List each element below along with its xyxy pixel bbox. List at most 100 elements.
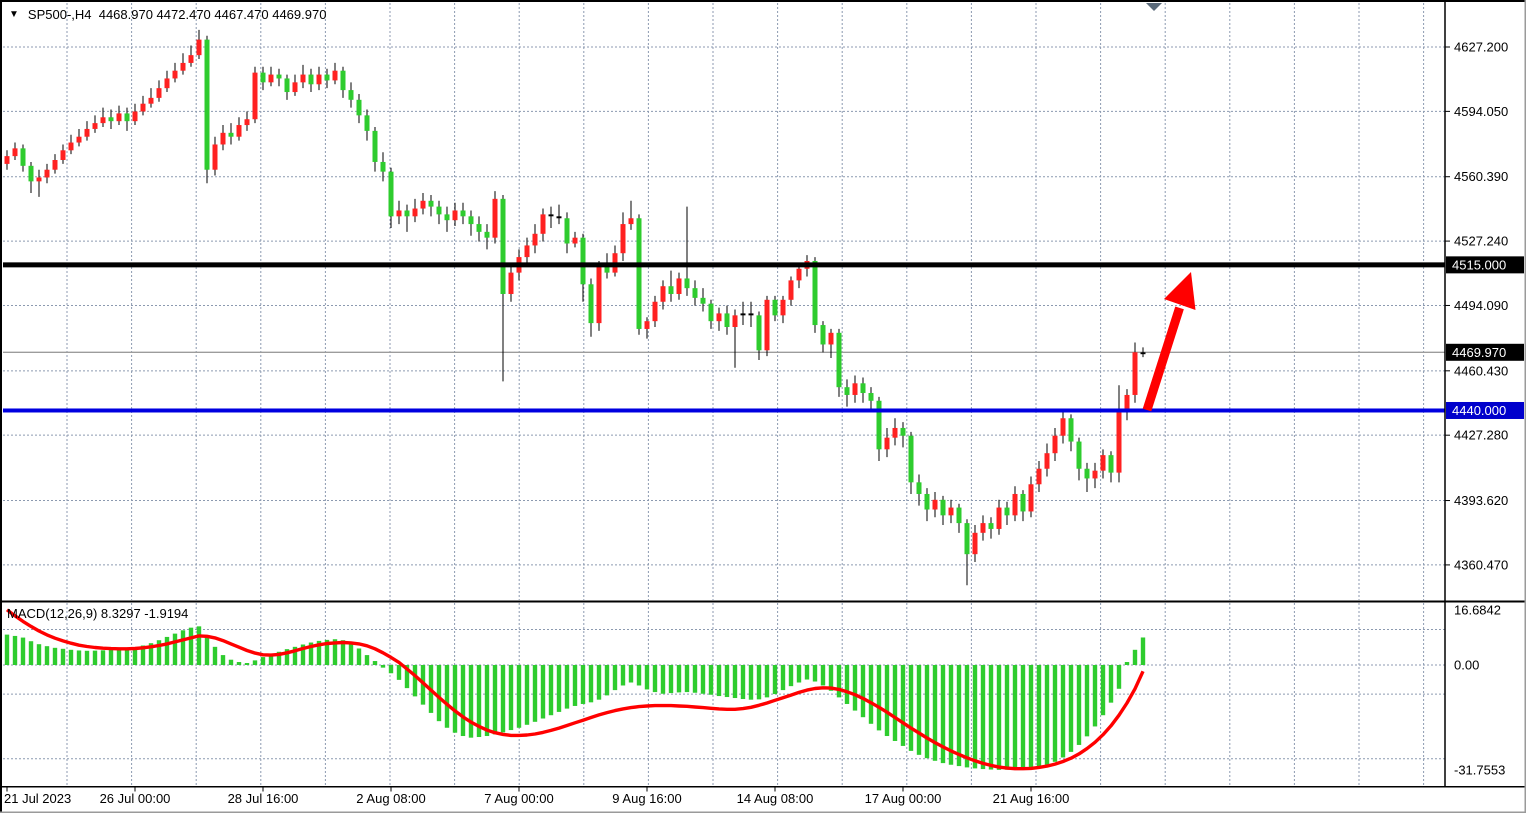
candle-body (44, 169, 50, 178)
macd-histogram-bar (588, 665, 594, 703)
candle (348, 82, 354, 108)
current-price-tag-bg (1446, 343, 1524, 361)
candle (484, 224, 490, 250)
candle-body (396, 210, 402, 217)
macd-histogram-bar (812, 665, 818, 682)
support-line-4440[interactable] (3, 408, 1445, 413)
candle-body (828, 332, 834, 345)
candle-body (196, 39, 202, 56)
macd-histogram-bar (772, 665, 778, 695)
resistance-line-4515[interactable] (3, 262, 1445, 268)
candle-body (604, 266, 610, 273)
candle-body (260, 72, 266, 83)
price-axis-label: 4527.240 (1454, 234, 1508, 249)
price-axis-label: 4393.620 (1454, 493, 1508, 508)
candle (84, 121, 90, 141)
macd-histogram-bar (36, 644, 42, 665)
resistance-tag: 4515.000 (1446, 256, 1524, 274)
support-tag: 4440.000 (1446, 401, 1524, 419)
candle-body (836, 332, 842, 388)
symbol-dropdown-icon[interactable]: ▼ (9, 8, 19, 20)
candle (972, 525, 978, 562)
candle-body (820, 325, 826, 345)
candle (940, 495, 946, 526)
time-axis-label: 14 Aug 08:00 (737, 791, 814, 806)
candle-body (1052, 435, 1058, 454)
candle (316, 66, 322, 91)
candle (500, 194, 506, 382)
macd-histogram-bar (852, 665, 858, 711)
macd-histogram-bar (452, 665, 458, 733)
macd-histogram-bar (260, 657, 266, 665)
candle (476, 216, 482, 242)
macd-histogram-bar (380, 665, 386, 668)
chart-title: SP500-,H4 4468.970 4472.470 4467.470 446… (27, 7, 327, 22)
macd-histogram-bar (84, 650, 90, 665)
candle-body (924, 493, 930, 510)
macd-histogram-bar (300, 644, 306, 665)
macd-histogram-bar (308, 642, 314, 665)
candle (668, 270, 674, 302)
candle (1004, 501, 1010, 526)
candle-body (252, 72, 258, 120)
price-axis-label: 4627.200 (1454, 40, 1508, 55)
macd-histogram-bar (148, 643, 154, 665)
candle (1020, 490, 1026, 522)
candle (700, 288, 706, 312)
candle-body (372, 130, 378, 162)
candle (124, 107, 130, 131)
price-axis-label: 4427.280 (1454, 428, 1508, 443)
candle (1140, 347, 1146, 358)
candle-body (1116, 412, 1122, 473)
macd-histogram-bar (404, 665, 410, 689)
candle-body (988, 523, 994, 529)
macd-histogram-bar (1060, 665, 1066, 758)
macd-histogram-bar (92, 650, 98, 665)
macd-histogram-bar (20, 637, 26, 665)
time-axis-label: 21 Jul 2023 (4, 791, 71, 806)
macd-histogram-bar (764, 665, 770, 698)
candle (404, 204, 410, 232)
candle-body (4, 156, 10, 164)
resistance-tag-bg (1446, 256, 1524, 274)
window-border-left (0, 0, 2, 813)
macd-histogram-bar (1012, 665, 1018, 770)
candle (212, 136, 218, 176)
macd-histogram-bar (940, 665, 946, 764)
macd-histogram-bar (204, 635, 210, 665)
candle-body (972, 532, 978, 555)
candle-body (1012, 493, 1018, 516)
pane-separator[interactable] (0, 600, 1526, 603)
macd-histogram-bar (844, 665, 850, 704)
candle-body (1132, 352, 1138, 395)
candle (676, 272, 682, 300)
candle-body (812, 260, 818, 326)
candle-body (68, 142, 74, 151)
candle-body (500, 198, 506, 294)
price-axis-label: 4560.390 (1454, 169, 1508, 184)
macd-histogram-bar (444, 665, 450, 728)
candle (324, 68, 330, 89)
candle (148, 88, 154, 108)
macd-histogram-bar (348, 643, 354, 665)
candle-body (956, 507, 962, 524)
up-arrow-annotation[interactable] (1142, 272, 1196, 412)
macd-histogram-bar (996, 665, 1002, 770)
candle (844, 379, 850, 407)
macd-histogram-bar (28, 641, 34, 665)
candle-body (748, 313, 754, 316)
up-arrow-head[interactable] (1164, 272, 1196, 310)
macd-histogram-bar (660, 665, 666, 694)
macd-histogram-bar (460, 665, 466, 737)
candle-body (348, 90, 354, 100)
candle (756, 311, 762, 361)
candle (1060, 410, 1066, 444)
up-arrow-shaft[interactable] (1142, 306, 1184, 412)
macd-histogram-bar (484, 665, 490, 737)
candle-body (228, 132, 234, 137)
macd-histogram-bar (532, 665, 538, 722)
candle-body (12, 148, 18, 157)
macd-histogram-bar (100, 650, 106, 665)
macd-histogram-bar (932, 665, 938, 761)
